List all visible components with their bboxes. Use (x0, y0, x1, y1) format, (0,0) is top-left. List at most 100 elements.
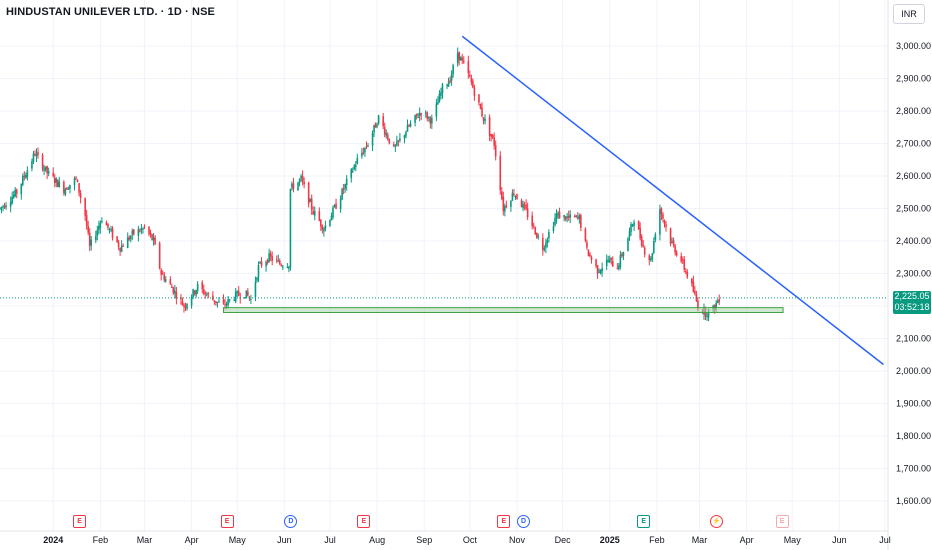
candle-body (52, 172, 55, 177)
earnings-event-icon[interactable]: E (220, 515, 234, 528)
support-zone-rectangle[interactable] (223, 307, 784, 313)
time-axis[interactable]: 2024 Feb Mar Apr May Jun Jul Aug Sep Oct Nov Dec 202… (43, 535, 891, 545)
candle-body (344, 184, 346, 189)
candle-body (424, 112, 427, 114)
last-price-label: 2,225.05 03:52:18 (893, 290, 931, 314)
candle-body (310, 198, 313, 210)
candle-body (111, 228, 114, 239)
candle-body (298, 179, 301, 182)
candle-body (552, 226, 555, 231)
candle-body (107, 223, 109, 228)
candle-body (58, 181, 61, 187)
dividend-event-icon[interactable]: D (284, 515, 298, 528)
candle-body (554, 218, 556, 226)
candle-body (55, 178, 58, 183)
candle-body (9, 201, 12, 207)
candle-body (502, 197, 505, 212)
candle-body (205, 294, 208, 296)
candle-body (458, 51, 461, 60)
candle-body (504, 205, 506, 212)
candle-body (566, 216, 568, 218)
candle-body (462, 60, 465, 63)
candle-body (396, 141, 398, 146)
x-tick-label: Jun (277, 535, 292, 545)
candle-body (522, 203, 524, 209)
candle-body (309, 199, 311, 202)
candle-body (11, 197, 13, 204)
candle-body (233, 299, 235, 301)
candle-body (449, 80, 451, 83)
candle-body (706, 315, 708, 317)
candle-body (383, 127, 386, 135)
candle-body (431, 118, 433, 124)
price-axis[interactable]: 1,600.00 1,700.00 1,800.00 1,900.00 2,000.00… (896, 41, 931, 506)
y-tick-label: 2,900.00 (896, 74, 931, 84)
earnings-event-icon[interactable]: E (73, 515, 87, 528)
y-tick-label: 2,300.00 (896, 269, 931, 279)
candle-body (3, 205, 6, 208)
earnings-up-event-icon[interactable]: E (637, 515, 651, 528)
candle-body (333, 205, 336, 207)
candle-body (244, 297, 246, 299)
candle-body (516, 194, 518, 199)
candle-body (237, 291, 240, 296)
candle-body (715, 302, 717, 309)
descending-trendline[interactable] (461, 35, 884, 366)
candle-body (2, 206, 4, 208)
candle-body (440, 92, 442, 96)
candle-body (405, 131, 407, 137)
candle-body (5, 205, 7, 207)
candle-body (64, 189, 67, 195)
candle-body (367, 145, 369, 147)
candle-body (361, 152, 363, 157)
earnings-event-icon[interactable]: E (357, 515, 371, 528)
candle-body (694, 291, 696, 294)
candle-body (20, 183, 23, 195)
candle-body (345, 178, 348, 185)
candle-body (222, 299, 225, 304)
x-tick-label: May (784, 535, 802, 545)
candle-body (493, 137, 495, 146)
candle-body (607, 260, 610, 262)
candle-body (288, 266, 290, 269)
candle-body (596, 265, 599, 274)
bar-countdown: 03:52:18 (894, 301, 930, 312)
earnings-future-event-icon[interactable]: E (775, 515, 789, 528)
candle-body (353, 165, 356, 170)
candle-body (161, 273, 164, 275)
candle-body (680, 255, 683, 262)
x-tick-label: May (229, 535, 247, 545)
candle-body (323, 229, 325, 232)
candle-body (356, 157, 359, 164)
candle-body (350, 169, 353, 179)
candle-body (649, 258, 652, 261)
candle-body (374, 123, 377, 128)
earnings-event-icon[interactable]: E (497, 515, 511, 528)
candle-body (472, 80, 474, 88)
candle-body (672, 240, 675, 246)
candle-body (675, 252, 678, 256)
split-event-icon[interactable]: ⚡ (710, 515, 724, 528)
candle-body (300, 176, 302, 179)
candle-body (87, 226, 89, 233)
candle-body (332, 207, 334, 218)
drawings[interactable] (0, 35, 888, 366)
candle-body (66, 187, 68, 190)
candle-body (46, 166, 48, 174)
dividend-event-icon[interactable]: D (517, 515, 531, 528)
candle-body (459, 56, 462, 61)
candle-body (481, 107, 483, 117)
y-tick-label: 3,000.00 (896, 41, 931, 51)
candle-body (76, 179, 79, 182)
candle-body (575, 215, 578, 217)
candle-body (491, 134, 494, 138)
candle-body (406, 125, 409, 132)
candle-body (365, 146, 368, 148)
x-tick-label: Dec (555, 535, 572, 545)
candle-body (674, 245, 676, 253)
candle-body (580, 215, 582, 228)
currency-button[interactable]: INR (893, 4, 925, 24)
candle-body (140, 228, 143, 231)
